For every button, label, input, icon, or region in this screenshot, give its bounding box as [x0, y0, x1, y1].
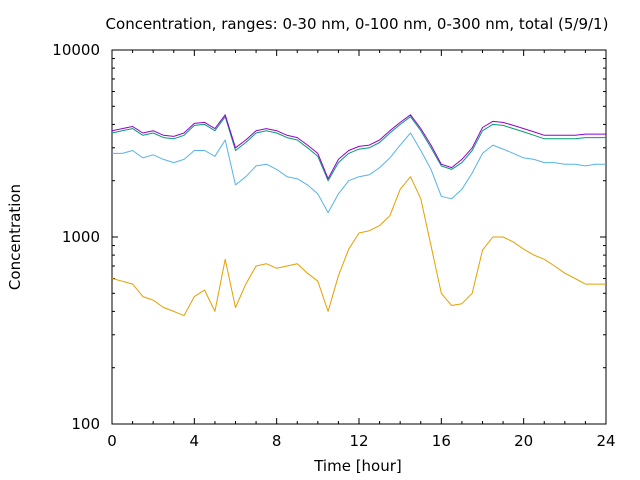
- x-tick-label: 24: [596, 432, 615, 450]
- x-tick-label: 0: [107, 432, 117, 450]
- series-group: [111, 114, 606, 317]
- axis-ticks: 0 4 8 12 16 20 24 100 1000 10000: [52, 41, 615, 450]
- x-tick-label: 4: [190, 432, 200, 450]
- series-line-1: [111, 176, 606, 317]
- x-tick-label: 12: [349, 432, 368, 450]
- chart-title: Concentration, ranges: 0-30 nm, 0-100 nm…: [106, 15, 609, 33]
- y-tick-label: 100: [71, 415, 100, 433]
- x-tick-label: 16: [432, 432, 451, 450]
- x-axis-label: Time [hour]: [313, 457, 402, 475]
- series-line-4: [111, 114, 606, 180]
- y-tick-label: 1000: [62, 228, 100, 246]
- series-line-2: [112, 132, 606, 214]
- x-tick-label: 8: [272, 432, 282, 450]
- x-tick-label: 20: [514, 432, 533, 450]
- plot-frame: [111, 49, 607, 425]
- y-tick-label: 10000: [52, 41, 100, 59]
- series-line-3: [111, 116, 606, 182]
- y-axis-label: Concentration: [6, 184, 24, 290]
